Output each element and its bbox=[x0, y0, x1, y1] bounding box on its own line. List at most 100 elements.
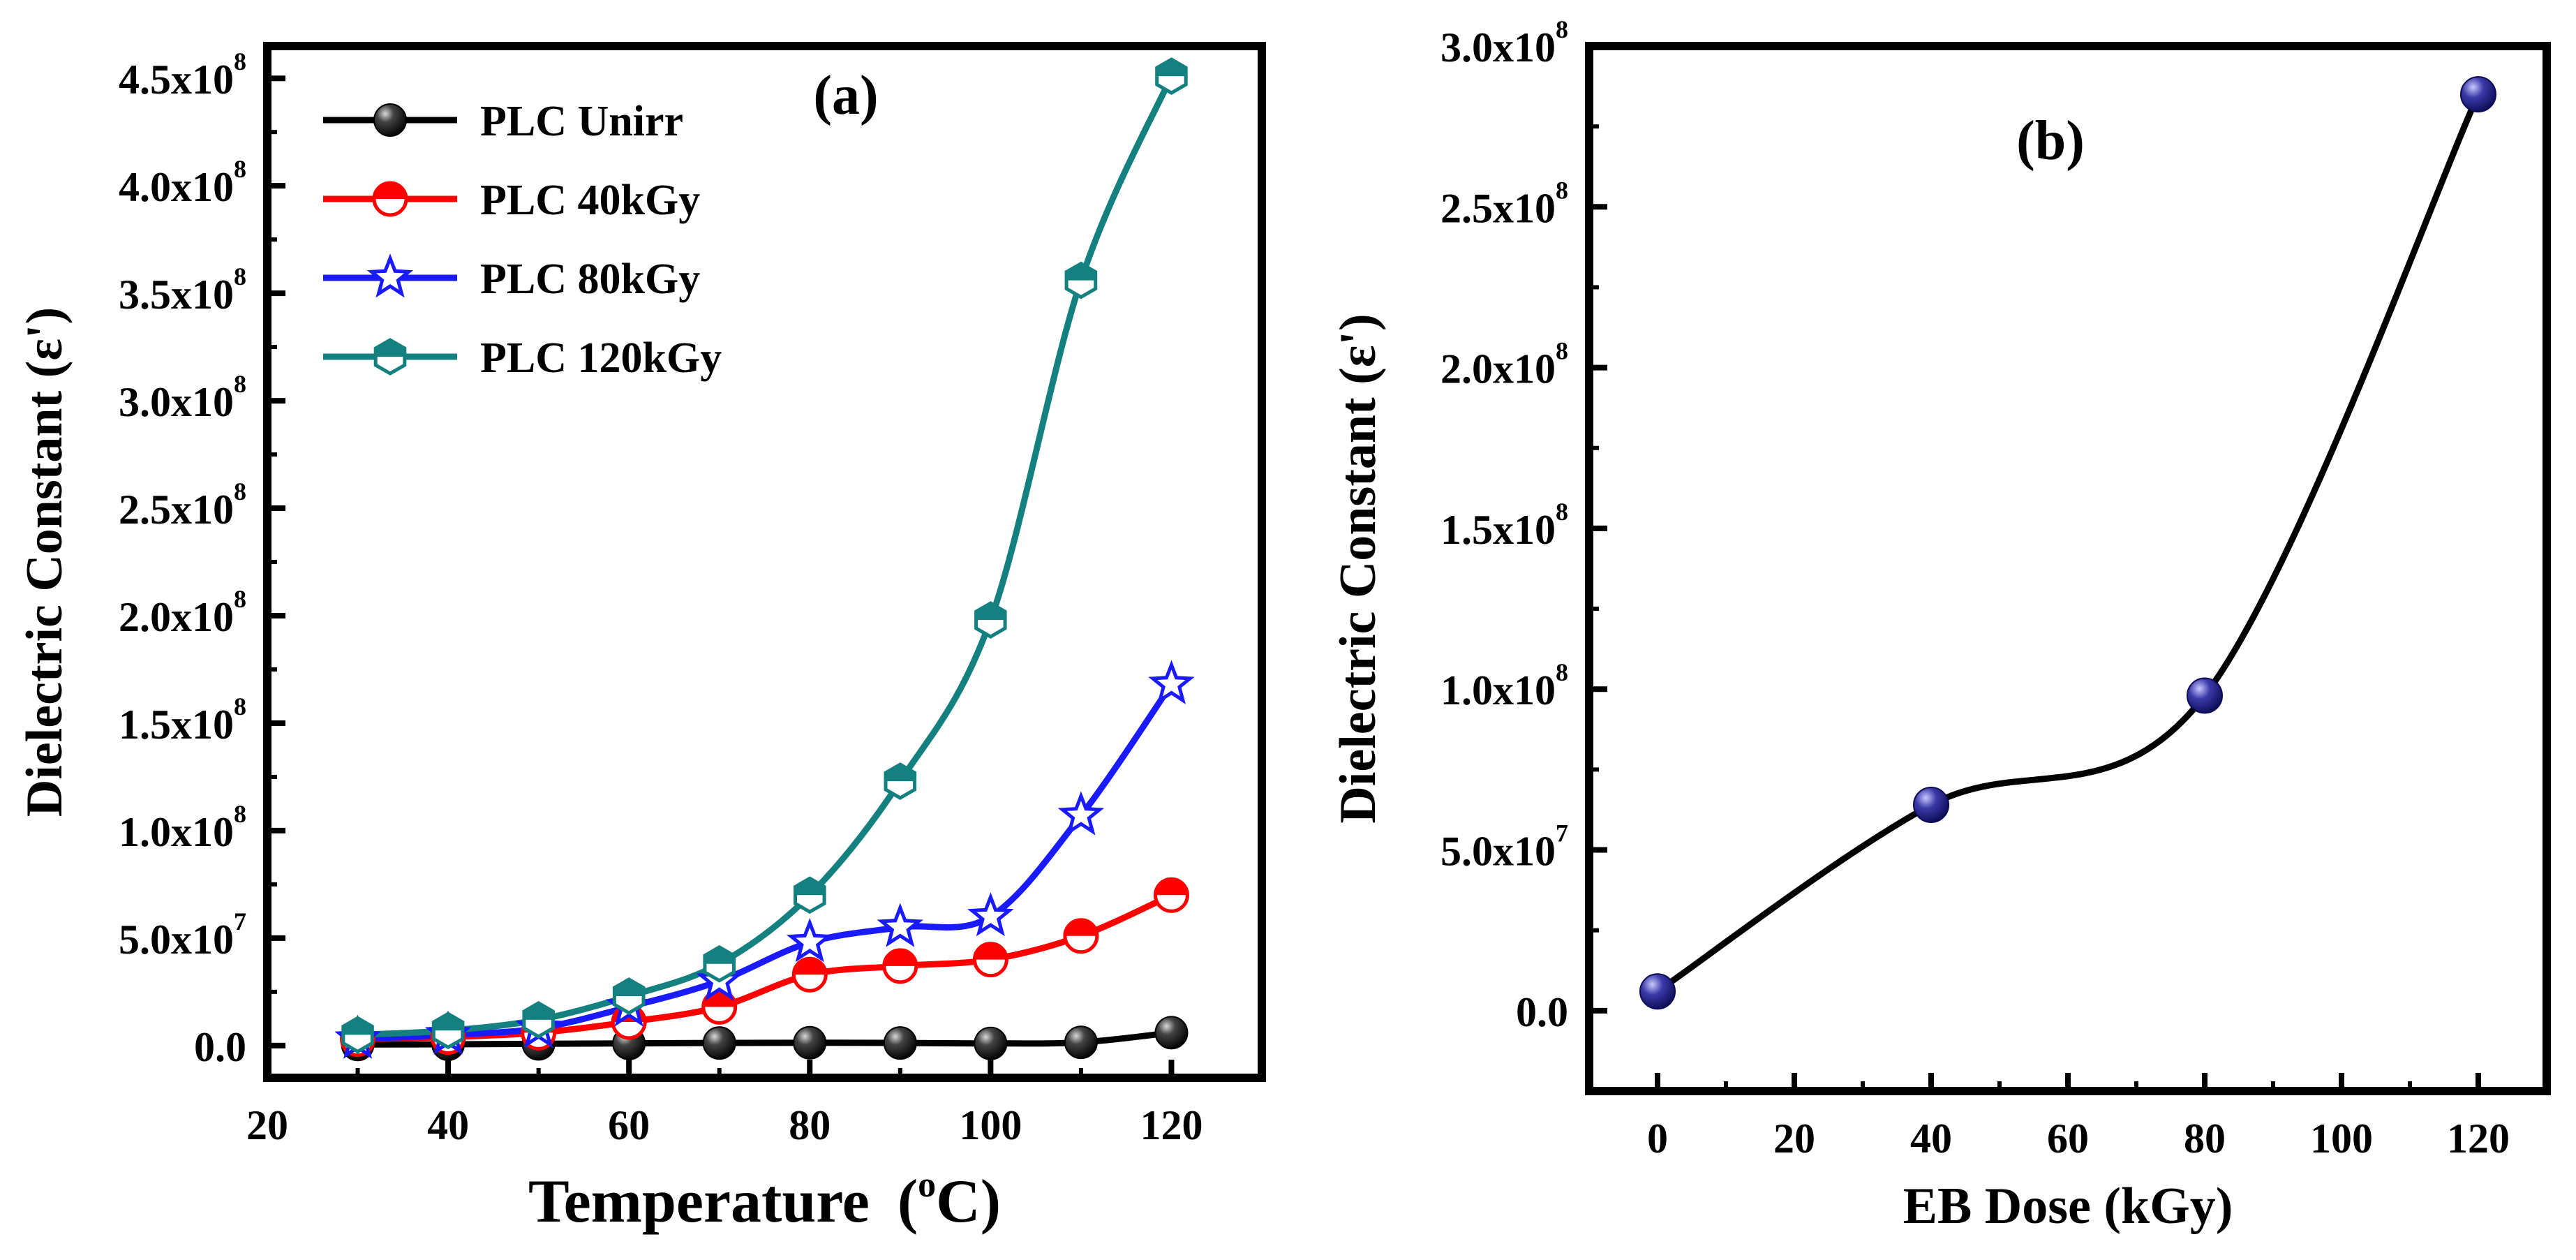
legend-marker bbox=[373, 338, 407, 376]
panel-a-y-tick-label: 5.0x107 bbox=[119, 907, 246, 963]
panel-a-data-point bbox=[522, 1001, 555, 1039]
panel-b-y-tick-exponent: 7 bbox=[1556, 820, 1568, 847]
panel-b-label: (b) bbox=[2016, 110, 2085, 172]
panel-a-y-tick-mantissa: 1.0x10 bbox=[119, 809, 234, 855]
panel-a-data-point bbox=[1154, 1016, 1189, 1050]
panel-b-y-tick-mantissa: 1.0x10 bbox=[1440, 667, 1556, 713]
panel-a-data-point bbox=[1148, 660, 1195, 704]
panel-a-y-tick-mantissa: 2.5x10 bbox=[119, 487, 234, 533]
panel-a-data-point bbox=[786, 918, 833, 963]
panel-a-data-point bbox=[967, 892, 1014, 937]
panel-a-y-tick-mantissa: 0.0 bbox=[194, 1024, 246, 1070]
panel-a-series-points-2 bbox=[334, 660, 1195, 1059]
panel-a-y-tick-exponent: 8 bbox=[234, 477, 246, 505]
panel-a-y-tick-mantissa: 2.0x10 bbox=[119, 594, 234, 640]
panel-b-y-tick-mantissa: 2.0x10 bbox=[1440, 346, 1556, 392]
panel-a-y-tick-label: 0.0 bbox=[194, 1024, 246, 1070]
panel-a-data-point bbox=[974, 1026, 1008, 1060]
panel-a-data-point bbox=[882, 948, 918, 984]
panel-a-x-tick-label: 80 bbox=[789, 1102, 831, 1148]
panel-b-y-tick-label: 0.0 bbox=[1516, 989, 1568, 1035]
panel-b-y-tick-exponent: 8 bbox=[1556, 337, 1568, 365]
panel-a-series-line-0 bbox=[357, 1029, 1172, 1048]
panel-b-series-points-0 bbox=[1639, 76, 2496, 1010]
panel-a-y-tick-label: 2.5x108 bbox=[119, 477, 246, 533]
panel-b-y-tick-label: 5.0x107 bbox=[1440, 820, 1568, 875]
panel-a-y-tick-mantissa: 4.0x10 bbox=[119, 164, 234, 210]
panel-a-data-point bbox=[1063, 918, 1099, 954]
panel-b-data-point bbox=[2460, 76, 2496, 113]
panel-a-data-point bbox=[341, 1016, 374, 1054]
panel-b-y-tick-mantissa: 1.5x10 bbox=[1440, 507, 1556, 553]
panel-a-series-layer bbox=[334, 57, 1195, 1062]
panel-b-series-line-0 bbox=[1655, 93, 2482, 994]
panel-b-x-axis-label: EB Dose (kGy) bbox=[1903, 1178, 2233, 1235]
panel-a-y-tick-exponent: 8 bbox=[234, 47, 246, 75]
panel-b-y-tick-label: 1.5x108 bbox=[1440, 498, 1568, 553]
panel-a-y-tick-label: 1.5x108 bbox=[119, 692, 246, 748]
panel-b-x-tick-label: 120 bbox=[2447, 1116, 2510, 1162]
legend-item: PLC 40kGy bbox=[323, 177, 700, 224]
panel-b-data-point bbox=[1639, 973, 1676, 1010]
legend-item: PLC 120kGy bbox=[323, 334, 722, 382]
panel-a-y-tick-exponent: 8 bbox=[234, 262, 246, 290]
panel-a-data-point bbox=[974, 601, 1007, 639]
panel-a-data-point bbox=[1064, 1025, 1098, 1060]
panel-a-y-tick-label: 3.0x108 bbox=[119, 370, 246, 425]
panel-a-y-tick-label: 2.0x108 bbox=[119, 585, 246, 640]
legend-item: PLC Unirr bbox=[323, 98, 683, 145]
panel-a-y-tick-label: 4.5x108 bbox=[119, 47, 246, 103]
panel-a-y-axis-label: Dielectric Constant (ε') bbox=[16, 307, 73, 817]
panel-a-data-point bbox=[1155, 57, 1188, 95]
panel-a-data-point bbox=[791, 956, 828, 993]
panel-a-x-axis-label-open: ( bbox=[898, 1168, 918, 1236]
panel-a-legend: PLC Unirr PLC 40kGy PLC 80kGy PLC 120kGy bbox=[323, 98, 722, 382]
panel-a-y-tick-mantissa: 1.5x10 bbox=[119, 702, 234, 748]
panel-a-series-line-2 bbox=[357, 682, 1175, 1043]
legend-label: PLC 120kGy bbox=[480, 334, 722, 382]
panel-a-y-tick-exponent: 8 bbox=[234, 800, 246, 828]
panel-b-y-tick-label: 2.0x108 bbox=[1440, 337, 1568, 392]
panel-a: 20 40 60 80 100 1200.05.0x1071.0x1081.5x1082.… bbox=[16, 42, 1266, 1236]
panel-b-x-tick-label: 20 bbox=[1773, 1116, 1815, 1162]
panel-a-axes: 20 40 60 80 100 1200.05.0x1071.0x1081.5x1082.… bbox=[119, 47, 1203, 1148]
panel-a-data-point bbox=[883, 1026, 917, 1060]
panel-a-y-tick-exponent: 8 bbox=[234, 692, 246, 720]
panel-a-y-tick-label: 4.0x108 bbox=[119, 155, 246, 210]
panel-a-y-tick-exponent: 8 bbox=[234, 585, 246, 613]
panel-a-data-point bbox=[972, 942, 1008, 978]
panel-a-x-axis-label-degree: o bbox=[918, 1165, 936, 1205]
panel-a-x-axis-label: Temperature (oC) bbox=[528, 1165, 1001, 1236]
panel-b-axes: 0 20 40 60 80 100 1200.05.0x1071.0x1081.5x1082… bbox=[1440, 15, 2510, 1162]
panel-a-data-point bbox=[1153, 877, 1189, 913]
panel-b-y-tick-mantissa: 2.5x10 bbox=[1440, 185, 1556, 231]
panel-a-x-tick-label: 100 bbox=[959, 1102, 1022, 1148]
panel-a-data-point bbox=[877, 903, 924, 947]
panel-a-y-tick-mantissa: 3.5x10 bbox=[119, 272, 234, 318]
panel-a-y-tick-exponent: 8 bbox=[234, 370, 246, 398]
panel-a-x-tick-label: 40 bbox=[427, 1102, 469, 1148]
panel-a-data-point bbox=[794, 876, 826, 914]
panel-b-y-tick-label: 1.0x108 bbox=[1440, 658, 1568, 713]
panel-b-y-tick-exponent: 8 bbox=[1556, 176, 1568, 204]
panel-b-data-point bbox=[2187, 677, 2223, 714]
panel-a-data-point bbox=[431, 1011, 465, 1050]
panel-b-y-tick-exponent: 8 bbox=[1556, 15, 1568, 43]
panel-a-y-tick-mantissa: 5.0x10 bbox=[119, 917, 234, 963]
panel-b: 0 20 40 60 80 100 1200.05.0x1071.0x1081.5x1082… bbox=[1330, 15, 2551, 1235]
panel-b-x-tick-label: 0 bbox=[1647, 1116, 1668, 1162]
panel-b-series-layer bbox=[1639, 76, 2496, 1010]
panel-b-y-tick-exponent: 8 bbox=[1556, 498, 1568, 526]
panel-b-y-tick-mantissa: 0.0 bbox=[1516, 989, 1568, 1035]
panel-a-data-point bbox=[884, 762, 917, 800]
panel-a-data-point bbox=[702, 1026, 736, 1060]
panel-a-x-axis-label-text: Temperature bbox=[528, 1168, 870, 1236]
panel-a-series-line-1 bbox=[357, 892, 1173, 1043]
panel-b-y-axis-label: Dielectric Constant (ε') bbox=[1330, 313, 1387, 823]
panel-a-y-tick-exponent: 7 bbox=[234, 907, 246, 935]
legend-item: PLC 80kGy bbox=[323, 253, 700, 303]
legend-marker bbox=[366, 253, 414, 298]
legend-marker bbox=[372, 181, 408, 217]
panel-a-data-point bbox=[612, 977, 646, 1015]
